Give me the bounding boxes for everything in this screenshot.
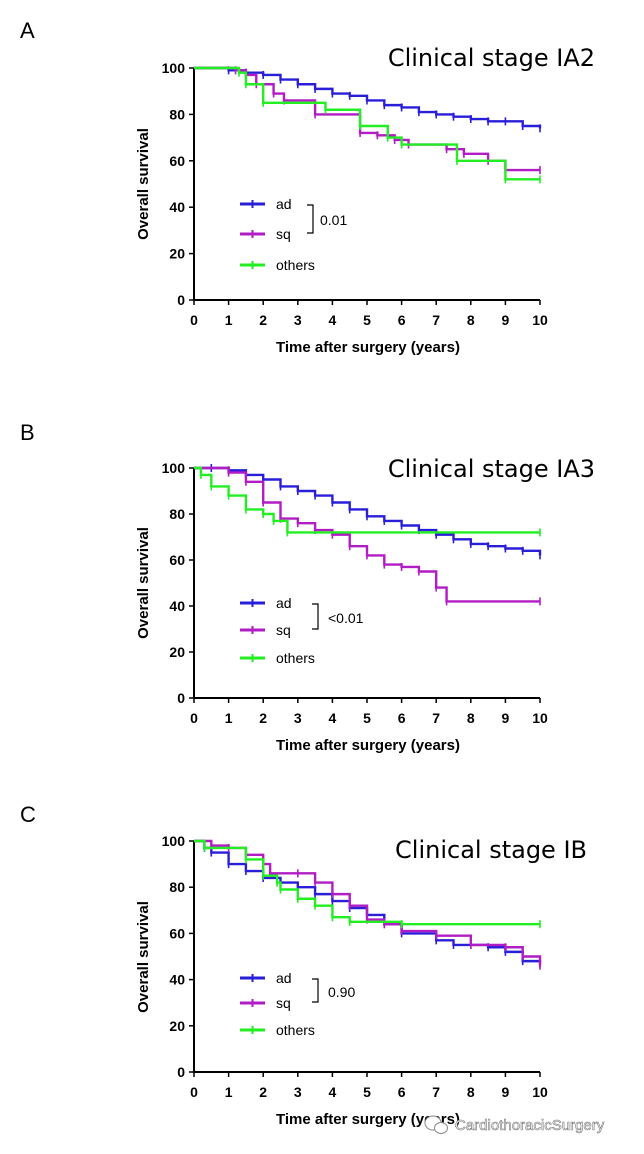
x-tick-label: 3 (294, 1084, 302, 1100)
legend-label-sq: sq (276, 622, 291, 638)
x-axis-label-b: Time after surgery (years) (276, 737, 460, 754)
legend-label-ad: ad (276, 970, 292, 986)
y-tick-label: 20 (169, 246, 185, 262)
x-tick-label: 1 (225, 1084, 233, 1100)
x-tick-label: 4 (329, 710, 337, 726)
y-tick-label: 80 (169, 106, 185, 122)
y-tick-label: 0 (177, 292, 185, 308)
p-value-b: <0.01 (328, 610, 364, 626)
x-tick-label: 0 (190, 710, 198, 726)
y-tick-label: 80 (169, 879, 185, 895)
x-tick-label: 8 (467, 710, 475, 726)
legend-label-ad: ad (276, 196, 292, 212)
legend-label-sq: sq (276, 995, 291, 1011)
panel-letter-b: B (20, 420, 35, 445)
x-tick-label: 8 (467, 1084, 475, 1100)
panel-letter-c: C (20, 802, 36, 827)
x-tick-label: 4 (329, 1084, 337, 1100)
x-tick-label: 3 (294, 710, 302, 726)
y-tick-label: 40 (169, 199, 185, 215)
chart-title-b: Clinical stage IA3 (388, 455, 595, 483)
panel-b: B Clinical stage IA3 0 1 2 3 4 5 6 7 8 9 100204060… (20, 420, 595, 754)
x-tick-label: 9 (502, 1084, 510, 1100)
y-axis-label-b: Overall survival (135, 527, 152, 639)
p-value-c: 0.90 (328, 984, 355, 1000)
legend-label-ad: ad (276, 595, 292, 611)
x-tick-label: 7 (432, 312, 440, 328)
y-tick-label: 80 (169, 506, 185, 522)
legend-label-others: others (276, 257, 315, 273)
x-tick-label: 10 (532, 1084, 548, 1100)
x-tick-label: 7 (432, 710, 440, 726)
x-tick-label: 5 (363, 312, 371, 328)
watermark: CardiothoracicSurgery (424, 1115, 605, 1134)
y-tick-label: 0 (177, 1064, 185, 1080)
p-value-bracket (312, 978, 319, 1003)
x-axis-label-c: Time after surgery (years) (276, 1111, 460, 1128)
y-tick-label: 20 (169, 644, 185, 660)
x-tick-label: 0 (190, 1084, 198, 1100)
series-line-ad (194, 66, 542, 129)
x-tick-label: 5 (363, 710, 371, 726)
x-tick-label: 0 (190, 312, 198, 328)
x-tick-label: 3 (294, 312, 302, 328)
y-tick-label: 60 (169, 552, 185, 568)
x-tick-label: 7 (432, 1084, 440, 1100)
legend-label-others: others (276, 650, 315, 666)
x-tick-label: 2 (259, 710, 267, 726)
chart-title-a: Clinical stage IA2 (388, 44, 595, 72)
x-tick-label: 4 (329, 312, 337, 328)
x-tick-label: 9 (502, 710, 510, 726)
x-tick-label: 9 (502, 312, 510, 328)
panel-a: A Clinical stage IA2 0 1 2 3 4 5 6 7 8 9 100204060… (20, 18, 595, 356)
y-tick-label: 60 (169, 153, 185, 169)
p-value-a: 0.01 (320, 212, 347, 228)
legend-label-others: others (276, 1022, 315, 1038)
x-tick-label: 6 (398, 710, 406, 726)
y-tick-label: 100 (162, 460, 186, 476)
x-tick-label: 10 (532, 710, 548, 726)
x-tick-label: 1 (225, 710, 233, 726)
x-axis-label-a: Time after surgery (years) (276, 339, 460, 356)
y-tick-label: 40 (169, 598, 185, 614)
x-tick-label: 6 (398, 1084, 406, 1100)
x-tick-label: 2 (259, 1084, 267, 1100)
y-tick-label: 60 (169, 925, 185, 941)
y-tick-label: 20 (169, 1018, 185, 1034)
y-tick-label: 100 (162, 60, 186, 76)
y-tick-label: 100 (162, 833, 186, 849)
x-tick-label: 5 (363, 1084, 371, 1100)
legend-label-sq: sq (276, 226, 291, 242)
series-line-others (194, 466, 540, 534)
chart-title-c: Clinical stage IB (395, 836, 587, 864)
y-tick-label: 40 (169, 972, 185, 988)
series-line-sq (194, 466, 540, 603)
x-tick-label: 2 (259, 312, 267, 328)
y-tick-label: 0 (177, 690, 185, 706)
y-axis-label-a: Overall survival (135, 128, 152, 240)
p-value-bracket (312, 603, 319, 630)
p-value-bracket (307, 204, 314, 234)
x-tick-label: 6 (398, 312, 406, 328)
watermark-text: CardiothoracicSurgery (455, 1117, 605, 1134)
x-tick-label: 8 (467, 312, 475, 328)
x-tick-label: 10 (532, 312, 548, 328)
x-tick-label: 1 (225, 312, 233, 328)
panel-letter-a: A (20, 18, 35, 43)
y-axis-label-c: Overall survival (135, 901, 152, 1013)
panel-c: C Clinical stage IB 0 1 2 3 4 5 6 7 8 9 1002040608… (20, 802, 587, 1128)
series-line-sq (194, 66, 540, 172)
wechat-icon (424, 1115, 448, 1134)
